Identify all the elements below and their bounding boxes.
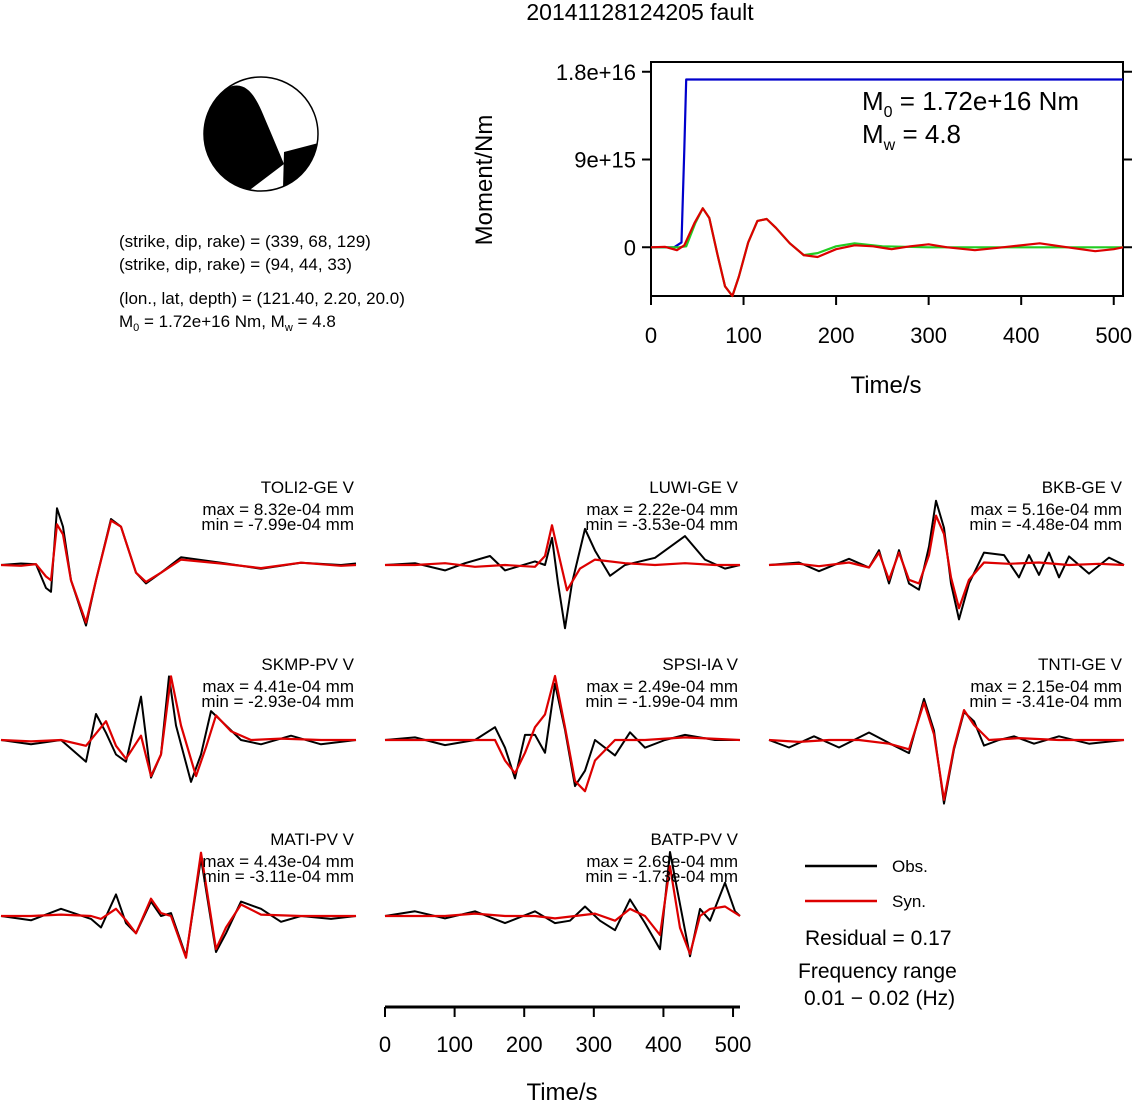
station-label: BATP-PV V bbox=[650, 830, 738, 849]
moment-mw-label: Mw = 4.8 bbox=[862, 119, 961, 154]
synthetic-waveform bbox=[768, 701, 1124, 801]
moment-xtick-label: 500 bbox=[1095, 323, 1132, 348]
legend-syn-label: Syn. bbox=[892, 892, 926, 911]
beachball-icon bbox=[203, 76, 319, 192]
moment-xtick-label: 400 bbox=[1003, 323, 1040, 348]
waveform-xtick-label: 300 bbox=[575, 1032, 612, 1057]
station-label: TOLI2-GE V bbox=[261, 478, 355, 497]
moment-ylabel: Moment/Nm bbox=[471, 115, 498, 246]
synthetic-waveform bbox=[768, 514, 1125, 610]
waveform-xlabel: Time/s bbox=[526, 1079, 597, 1103]
station-min: min = -1.99e-04 mm bbox=[585, 692, 738, 711]
synthetic-moment-line bbox=[651, 207, 1123, 298]
station-min: min = -3.53e-04 mm bbox=[585, 515, 738, 534]
moment-plot-frame bbox=[650, 61, 1124, 297]
waveform-time-axis: 0 100 200 300 400 500 bbox=[379, 1005, 752, 1057]
station-label: BKB-GE V bbox=[1042, 478, 1123, 497]
station-min: min = -3.11e-04 mm bbox=[203, 867, 354, 886]
moment-xtick-label: 100 bbox=[725, 323, 762, 348]
synthetic-waveform bbox=[385, 865, 741, 956]
legend-obs-label: Obs. bbox=[892, 857, 928, 876]
source-location: (lon., lat, depth) = (121.40, 2.20, 20.0… bbox=[119, 289, 405, 308]
synthetic-waveform bbox=[0, 519, 357, 624]
nodal-plane-2: (strike, dip, rake) = (94, 44, 33) bbox=[119, 255, 352, 274]
frequency-range-label: Frequency range bbox=[798, 960, 957, 983]
moment-m0-label: M0 = 1.72e+16 Nm bbox=[862, 86, 1079, 121]
moment-ytick-label: 9e+15 bbox=[574, 148, 636, 173]
waveform-xtick-label: 400 bbox=[645, 1032, 682, 1057]
waveform-xtick-label: 0 bbox=[379, 1032, 391, 1057]
moment-xtick-label: 300 bbox=[910, 323, 947, 348]
moment-ytick-label: 0 bbox=[624, 235, 636, 260]
synthetic-waveform bbox=[385, 524, 740, 592]
frequency-range-value: 0.01 − 0.02 (Hz) bbox=[804, 987, 955, 1010]
legend: Obs. Syn. bbox=[805, 857, 928, 911]
figure-title: 20141128124205 fault bbox=[526, 0, 754, 25]
station-min: min = -3.41e-04 mm bbox=[969, 692, 1122, 711]
observed-moment-line bbox=[650, 207, 1124, 298]
station-max: max = 2.49e-04 mm bbox=[586, 677, 738, 696]
station-max: max = 2.22e-04 mm bbox=[586, 500, 738, 519]
synthetic-waveform bbox=[0, 675, 356, 778]
station-min: min = -7.99e-04 mm bbox=[201, 515, 354, 534]
waveform-xtick-label: 100 bbox=[436, 1032, 473, 1057]
moment-xlabel: Time/s bbox=[850, 372, 921, 399]
station-max: max = 4.41e-04 mm bbox=[202, 677, 354, 696]
moment-xtick-label: 200 bbox=[818, 323, 855, 348]
moment-summary: M0 = 1.72e+16 Nm, Mw = 4.8 bbox=[119, 312, 336, 334]
station-label: SPSI-IA V bbox=[662, 655, 738, 674]
residual-text: Residual = 0.17 bbox=[805, 927, 952, 950]
observed-waveform bbox=[0, 857, 357, 958]
synthetic-waveform bbox=[385, 674, 741, 793]
station-label: TNTI-GE V bbox=[1038, 655, 1123, 674]
moment-axes: 0 9e+15 1.8e+16 0 100 200 300 400 500 bbox=[556, 60, 1132, 348]
waveform-xtick-label: 500 bbox=[715, 1032, 752, 1057]
waveform-xtick-label: 200 bbox=[506, 1032, 543, 1057]
observed-waveform bbox=[384, 527, 741, 630]
station-label: SKMP-PV V bbox=[261, 655, 354, 674]
station-min: min = -2.93e-04 mm bbox=[201, 692, 354, 711]
synthetic-waveform bbox=[1, 851, 356, 959]
station-min: min = -4.48e-04 mm bbox=[969, 515, 1122, 534]
moment-ytick-label: 1.8e+16 bbox=[556, 60, 636, 85]
station-label: MATI-PV V bbox=[270, 830, 354, 849]
station-max: max = 8.32e-04 mm bbox=[202, 500, 354, 519]
station-max: max = 2.15e-04 mm bbox=[970, 677, 1122, 696]
station-label: LUWI-GE V bbox=[649, 478, 738, 497]
station-max: max = 2.69e-04 mm bbox=[586, 852, 738, 871]
station-max: max = 5.16e-04 mm bbox=[970, 500, 1122, 519]
station-max: max = 4.43e-04 mm bbox=[202, 852, 354, 871]
moment-series bbox=[650, 78, 1124, 298]
nodal-plane-1: (strike, dip, rake) = (339, 68, 129) bbox=[119, 232, 371, 251]
moment-xtick-label: 0 bbox=[645, 323, 657, 348]
station-min: min = -1.73e-04 mm bbox=[585, 867, 738, 886]
